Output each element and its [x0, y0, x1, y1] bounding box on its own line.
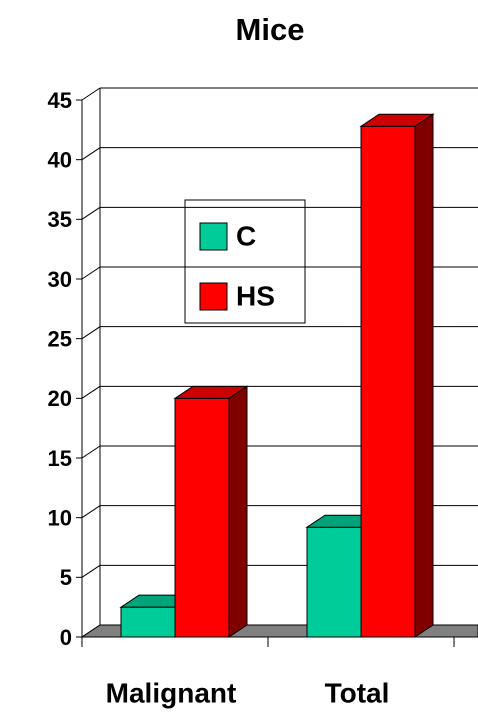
y-tick-label: 35: [48, 207, 72, 232]
x-tick-label: Total: [325, 677, 390, 708]
legend-label: HS: [236, 280, 275, 311]
grid-line: [81, 505, 101, 519]
y-tick-label: 10: [48, 505, 72, 530]
y-tick-label: 40: [48, 147, 72, 172]
legend-label: C: [236, 220, 256, 251]
y-tick-label: 15: [48, 446, 72, 471]
grid-line: [81, 206, 101, 220]
bar-front: [174, 397, 230, 638]
grid-line: [81, 266, 101, 280]
y-tick-label: 30: [48, 267, 72, 292]
y-tick-label: 45: [48, 88, 72, 113]
x-tick-label: Malignant: [106, 677, 237, 708]
grid-line: [81, 326, 101, 340]
y-tick-label: 0: [60, 625, 72, 650]
bar-side: [414, 113, 434, 638]
bar-side: [228, 385, 248, 638]
y-tick-label: 5: [60, 565, 72, 590]
bar-front: [360, 125, 416, 638]
grid-line: [81, 147, 101, 161]
legend-swatch: [199, 282, 228, 311]
grid-line: [81, 87, 101, 101]
chart-title: Mice: [236, 12, 305, 47]
y-tick-label: 20: [48, 386, 72, 411]
grid-line: [81, 564, 101, 578]
legend-swatch: [199, 222, 228, 251]
grid-line: [81, 445, 101, 459]
y-tick-label: 25: [48, 326, 72, 351]
bar-front: [120, 606, 176, 638]
bar-front: [306, 526, 362, 638]
grid-line: [81, 385, 101, 399]
